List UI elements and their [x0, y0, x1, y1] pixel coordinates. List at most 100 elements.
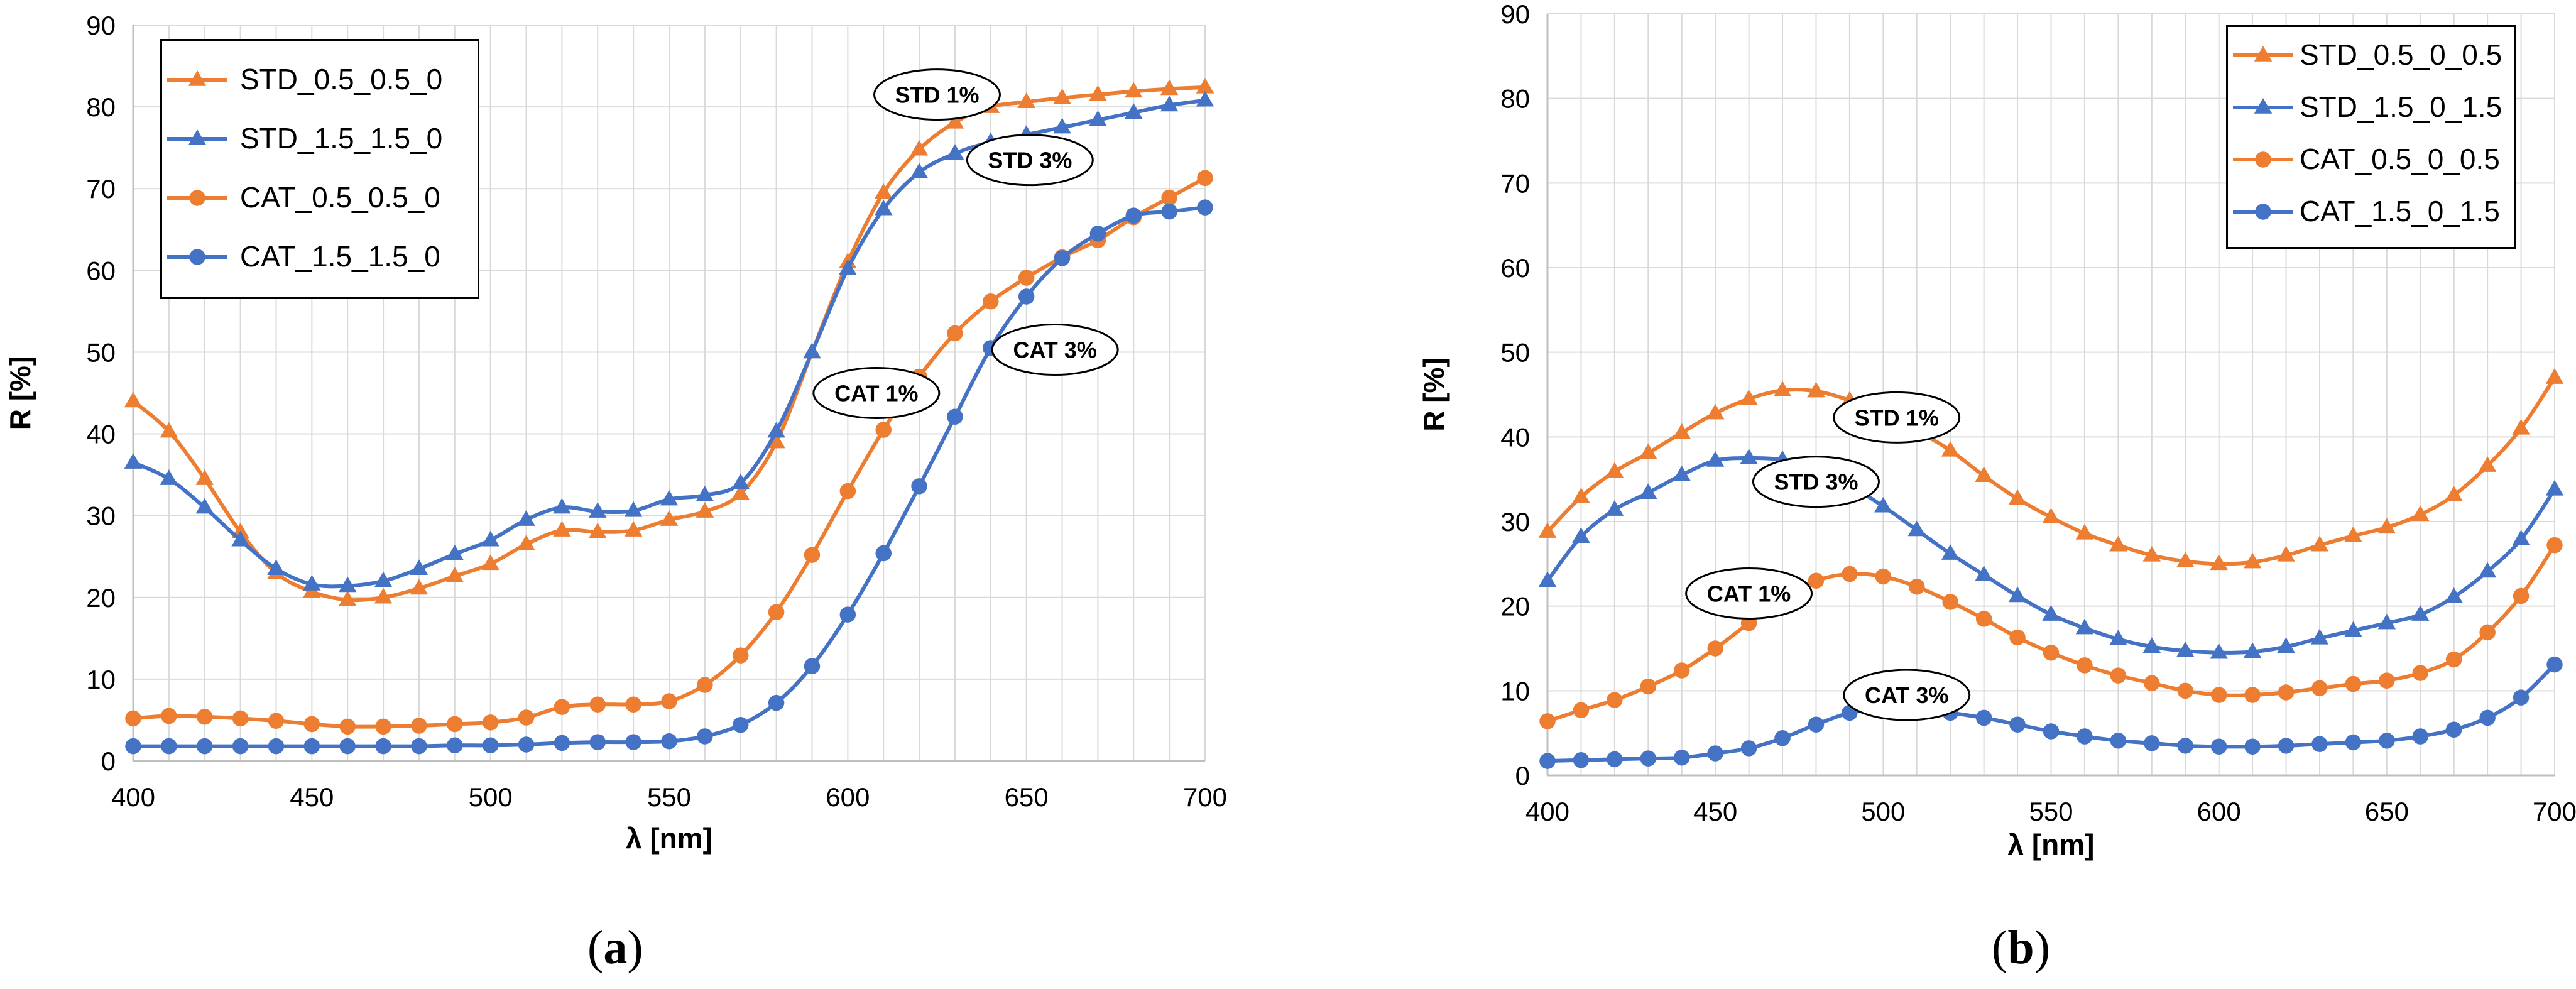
- series-line: [132, 85, 1206, 603]
- y-tick-label: 50: [1500, 338, 1530, 368]
- legend-label: CAT_1.5_1.5_0: [240, 240, 440, 273]
- annotation-bubble: [991, 324, 1119, 376]
- x-axis-title: λ [nm]: [2008, 828, 2095, 861]
- data-point: [339, 738, 356, 755]
- data-point: [2545, 368, 2564, 384]
- data-point: [1975, 466, 1993, 483]
- y-tick-label: 60: [86, 256, 116, 285]
- y-tick-label: 20: [86, 583, 116, 613]
- y-tick-label: 10: [1500, 676, 1530, 706]
- data-point: [2479, 624, 2496, 641]
- data-point: [338, 576, 357, 593]
- data-point: [445, 566, 464, 582]
- y-tick-label: 10: [86, 665, 116, 694]
- data-point: [375, 738, 391, 755]
- data-point: [1740, 449, 1758, 464]
- annotation-bubble: [1752, 456, 1880, 508]
- data-point: [268, 713, 285, 729]
- data-point: [2177, 682, 2193, 699]
- data-point: [2244, 687, 2261, 703]
- legend-symbol: [189, 190, 205, 206]
- legend-symbol: [2254, 46, 2273, 62]
- data-point: [2411, 505, 2430, 521]
- data-point: [1605, 462, 1624, 478]
- legend-symbol: [188, 129, 207, 145]
- data-point: [2042, 508, 2060, 524]
- data-point: [767, 422, 785, 438]
- annotation-bubble: [1833, 391, 1961, 444]
- data-point: [268, 738, 285, 755]
- data-point: [910, 163, 929, 178]
- legend-marker: [167, 249, 227, 265]
- data-point: [232, 710, 249, 727]
- data-point: [2144, 735, 2160, 751]
- data-point: [1773, 381, 1792, 397]
- data-point: [1975, 565, 1993, 581]
- data-point: [411, 738, 427, 755]
- data-point: [1053, 88, 1071, 104]
- data-point: [768, 694, 785, 711]
- annotation-bubble: [1843, 669, 1971, 721]
- data-point: [911, 478, 927, 494]
- data-point: [697, 677, 713, 693]
- caption-b: (b): [1992, 921, 2050, 974]
- data-point: [554, 735, 570, 751]
- x-tick-label: 400: [111, 782, 155, 812]
- legend-entry: STD_0.5_0.5_0: [162, 55, 478, 105]
- data-point: [874, 199, 893, 216]
- data-point: [161, 738, 177, 755]
- data-point: [195, 469, 214, 485]
- legend-label: STD_1.5_0_1.5: [2300, 90, 2502, 123]
- data-point: [161, 708, 177, 724]
- x-tick-label: 700: [2533, 797, 2576, 826]
- data-point: [125, 710, 141, 727]
- data-point: [875, 422, 892, 438]
- data-point: [196, 738, 213, 755]
- data-point: [1053, 117, 1071, 134]
- data-point: [1197, 170, 1213, 187]
- annotation-label: CAT 1%: [834, 381, 918, 407]
- data-point: [874, 183, 893, 199]
- data-point: [1673, 662, 1690, 679]
- data-point: [696, 486, 714, 501]
- legend-marker: [167, 190, 227, 206]
- series-CAT_1.5_0_1.5: [1539, 656, 2563, 769]
- y-tick-label: 90: [86, 11, 116, 40]
- data-point: [946, 112, 964, 129]
- data-point: [946, 144, 964, 160]
- data-point: [2110, 733, 2127, 749]
- data-point: [660, 510, 679, 526]
- data-point: [1875, 568, 1892, 585]
- data-point: [2311, 736, 2328, 752]
- x-tick-label: 650: [2365, 797, 2409, 826]
- data-point: [2109, 535, 2127, 552]
- annotation-callout: STD 3%: [966, 134, 1094, 187]
- annotation-callout: CAT 1%: [1685, 567, 1813, 620]
- legend-marker: [2233, 98, 2293, 114]
- x-tick-label: 500: [1861, 797, 1905, 826]
- data-point: [410, 579, 428, 595]
- x-tick-label: 450: [1693, 797, 1737, 826]
- data-point: [983, 293, 999, 310]
- data-point: [1018, 288, 1035, 305]
- data-point: [839, 259, 857, 275]
- data-point: [553, 521, 571, 537]
- legend-entry: CAT_0.5_0.5_0: [162, 173, 478, 223]
- data-point: [624, 521, 643, 537]
- data-point: [1125, 103, 1143, 119]
- data-point: [1707, 640, 1723, 657]
- data-point: [374, 587, 393, 604]
- chart-a-plot: 0 10 20 30 40 50 60 70 80 90 400 450 500 550 600 650 700…: [4, 11, 1227, 855]
- x-tick-label: 450: [290, 782, 334, 812]
- y-tick-label: 90: [1500, 0, 1530, 29]
- data-point: [767, 432, 785, 449]
- data-point: [2513, 689, 2530, 706]
- data-point: [875, 545, 892, 562]
- data-point: [2277, 637, 2295, 653]
- data-point: [2479, 709, 2496, 726]
- data-point: [2344, 526, 2362, 542]
- x-tick-label: 550: [647, 782, 691, 812]
- data-point: [732, 717, 749, 733]
- y-tick-label: 40: [86, 420, 116, 449]
- legend-entry: STD_0.5_0_0.5: [2228, 30, 2514, 80]
